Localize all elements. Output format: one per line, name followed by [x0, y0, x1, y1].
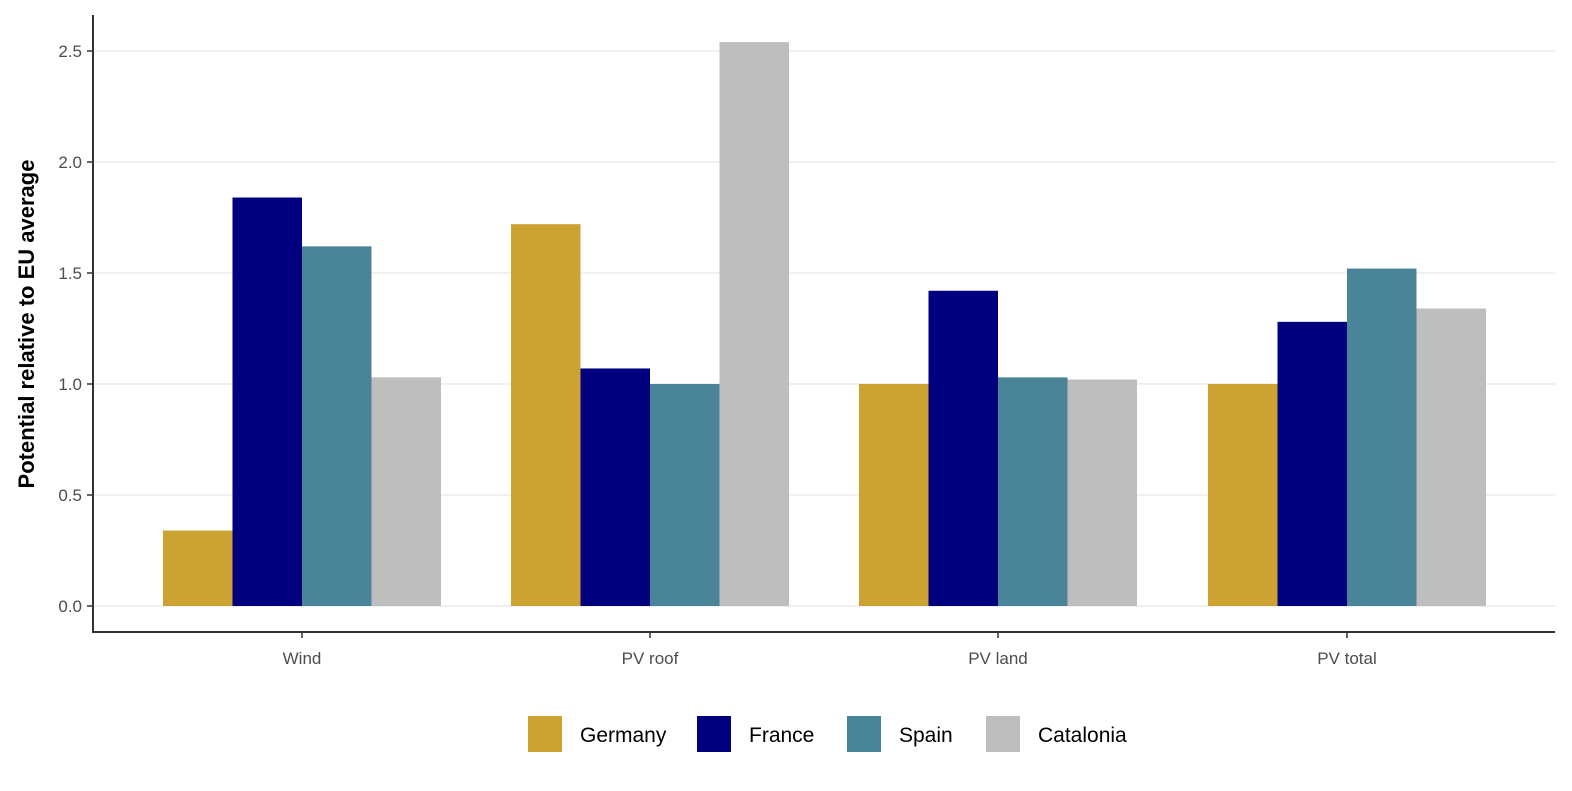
y-tick-label: 2.5 — [58, 42, 82, 61]
bar-spain-pv-roof — [650, 384, 720, 606]
bar-france-pv-total — [1277, 321, 1347, 606]
legend-label-spain: Spain — [899, 724, 953, 747]
bar-spain-pv-land — [998, 377, 1068, 606]
bar-spain-pv-total — [1347, 268, 1417, 606]
y-tick-label: 1.5 — [58, 264, 82, 283]
legend-label-germany: Germany — [580, 724, 667, 747]
legend-label-france: France — [749, 724, 814, 747]
legend: Germany France Spain Catalonia — [528, 716, 1127, 752]
bar-catalonia-pv-roof — [719, 42, 789, 607]
y-ticks: 0.0 0.5 1.0 1.5 2.0 2.5 — [58, 42, 93, 616]
legend-label-catalonia: Catalonia — [1038, 724, 1127, 747]
legend-key-catalonia — [986, 716, 1020, 752]
x-ticks: Wind PV roof PV land PV total — [283, 632, 1377, 668]
legend-key-germany — [528, 716, 562, 752]
bar-germany-pv-land — [859, 384, 929, 606]
bar-germany-wind — [163, 530, 233, 606]
bar-france-pv-roof — [580, 368, 650, 606]
y-tick-label: 2.0 — [58, 153, 82, 172]
bar-germany-pv-roof — [511, 224, 581, 606]
bar-catalonia-pv-land — [1067, 379, 1137, 606]
y-tick-label: 0.5 — [58, 486, 82, 505]
y-tick-label: 1.0 — [58, 375, 82, 394]
x-tick-label: Wind — [283, 649, 322, 668]
bar-catalonia-pv-total — [1416, 308, 1486, 606]
y-axis-label: Potential relative to EU average — [14, 160, 39, 489]
x-tick-label: PV total — [1317, 649, 1377, 668]
bar-germany-pv-total — [1208, 384, 1278, 606]
legend-key-spain — [847, 716, 881, 752]
x-tick-label: PV roof — [622, 649, 679, 668]
bar-spain-wind — [302, 246, 372, 607]
bars — [163, 42, 1486, 607]
x-tick-label: PV land — [968, 649, 1028, 668]
y-tick-label: 0.0 — [58, 597, 82, 616]
bar-france-wind — [232, 197, 302, 606]
legend-key-france — [697, 716, 731, 752]
bar-catalonia-wind — [371, 377, 441, 606]
bar-france-pv-land — [928, 290, 998, 606]
